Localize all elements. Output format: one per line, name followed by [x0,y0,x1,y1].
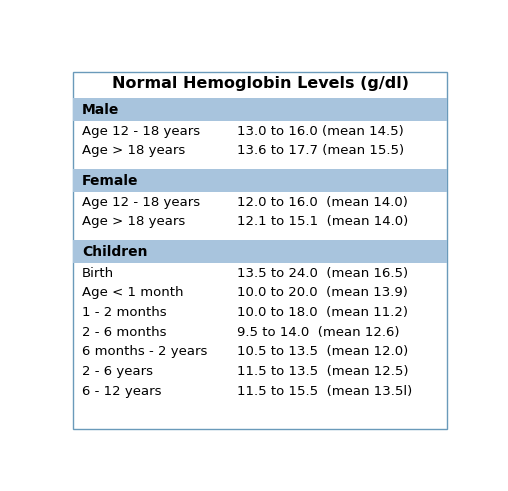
Text: Age < 1 month: Age < 1 month [82,286,183,300]
Text: 12.1 to 15.1  (mean 14.0): 12.1 to 15.1 (mean 14.0) [237,216,408,228]
Text: Age > 18 years: Age > 18 years [82,216,185,228]
Text: 6 months - 2 years: 6 months - 2 years [82,346,207,358]
Bar [73,98,448,121]
Text: 9.5 to 14.0  (mean 12.6): 9.5 to 14.0 (mean 12.6) [237,326,399,339]
Bar [73,169,448,192]
Text: 10.0 to 18.0  (mean 11.2): 10.0 to 18.0 (mean 11.2) [237,306,408,319]
Text: 11.5 to 13.5  (mean 12.5): 11.5 to 13.5 (mean 12.5) [237,365,408,378]
Text: 12.0 to 16.0  (mean 14.0): 12.0 to 16.0 (mean 14.0) [237,196,407,209]
Text: Age > 18 years: Age > 18 years [82,144,185,157]
Text: 13.6 to 17.7 (mean 15.5): 13.6 to 17.7 (mean 15.5) [237,144,404,157]
Text: 11.5 to 15.5  (mean 13.5l): 11.5 to 15.5 (mean 13.5l) [237,385,412,398]
Text: Male: Male [82,103,119,116]
Text: 6 - 12 years: 6 - 12 years [82,385,162,398]
Text: Children: Children [82,245,147,259]
Text: 10.0 to 20.0  (mean 13.9): 10.0 to 20.0 (mean 13.9) [237,286,407,300]
Text: Age 12 - 18 years: Age 12 - 18 years [82,125,200,137]
Text: Normal Hemoglobin Levels (g/dl): Normal Hemoglobin Levels (g/dl) [112,76,409,91]
Text: 10.5 to 13.5  (mean 12.0): 10.5 to 13.5 (mean 12.0) [237,346,408,358]
Text: 2 - 6 years: 2 - 6 years [82,365,153,378]
Text: Age 12 - 18 years: Age 12 - 18 years [82,196,200,209]
Bar [73,240,448,264]
Text: Female: Female [82,174,139,188]
Text: 2 - 6 months: 2 - 6 months [82,326,167,339]
Text: 13.0 to 16.0 (mean 14.5): 13.0 to 16.0 (mean 14.5) [237,125,403,137]
Text: 13.5 to 24.0  (mean 16.5): 13.5 to 24.0 (mean 16.5) [237,267,408,280]
Text: 1 - 2 months: 1 - 2 months [82,306,167,319]
Text: Birth: Birth [82,267,114,280]
